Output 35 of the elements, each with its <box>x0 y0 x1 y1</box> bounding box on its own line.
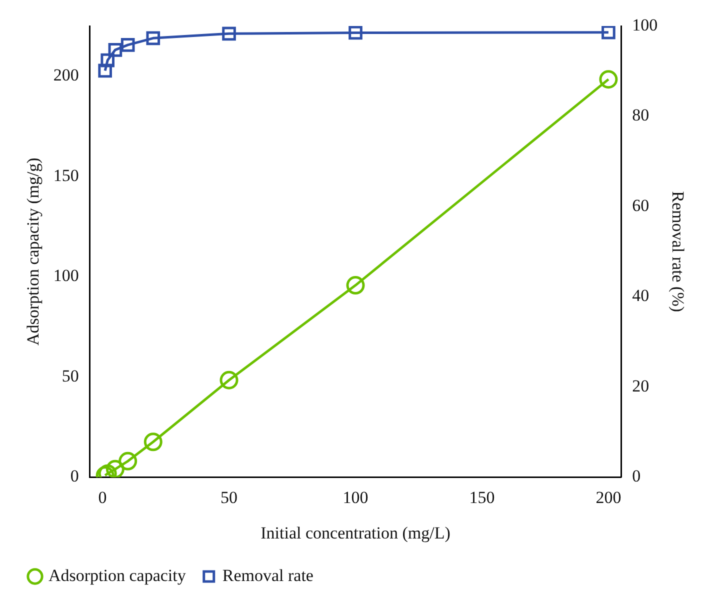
y2-tick-label: 20 <box>632 376 650 396</box>
y2-tick-label: 60 <box>632 196 650 215</box>
y2-tick-label: 100 <box>632 15 658 34</box>
x-tick-label: 200 <box>596 488 622 507</box>
x-tick-label: 0 <box>98 488 107 507</box>
y-tick-label: 50 <box>62 366 79 386</box>
legend-label: Removal rate <box>222 566 314 585</box>
legend-label: Adsorption capacity <box>48 566 186 585</box>
point <box>222 26 236 41</box>
y-tick-label: 150 <box>53 166 79 185</box>
point <box>602 26 616 40</box>
y2-tick-label: 80 <box>632 106 650 125</box>
point <box>146 31 160 46</box>
y2-tick-label: 40 <box>632 286 650 306</box>
point <box>100 53 115 68</box>
x-tick-label: 100 <box>342 488 368 507</box>
point <box>106 460 124 478</box>
point <box>118 452 138 470</box>
point <box>220 370 238 390</box>
point <box>98 64 112 78</box>
x-axis-title: Initial concentration (mg/L) <box>260 523 450 542</box>
x-tick-label: 50 <box>220 488 238 507</box>
x-tick-label: 150 <box>469 488 495 507</box>
point <box>346 276 365 295</box>
point <box>348 26 362 40</box>
point <box>144 432 162 452</box>
y2-axis-title: Removal rate (%) <box>668 191 688 312</box>
y-tick-label: 100 <box>53 266 79 286</box>
y-tick-label: 200 <box>53 66 79 85</box>
point <box>120 38 135 52</box>
y-axis-title: Adsorption capacity (mg/g) <box>24 158 43 346</box>
point <box>108 43 122 57</box>
y-tick-label: 0 <box>70 466 79 486</box>
point <box>599 70 618 89</box>
y2-tick-label: 0 <box>632 466 641 486</box>
